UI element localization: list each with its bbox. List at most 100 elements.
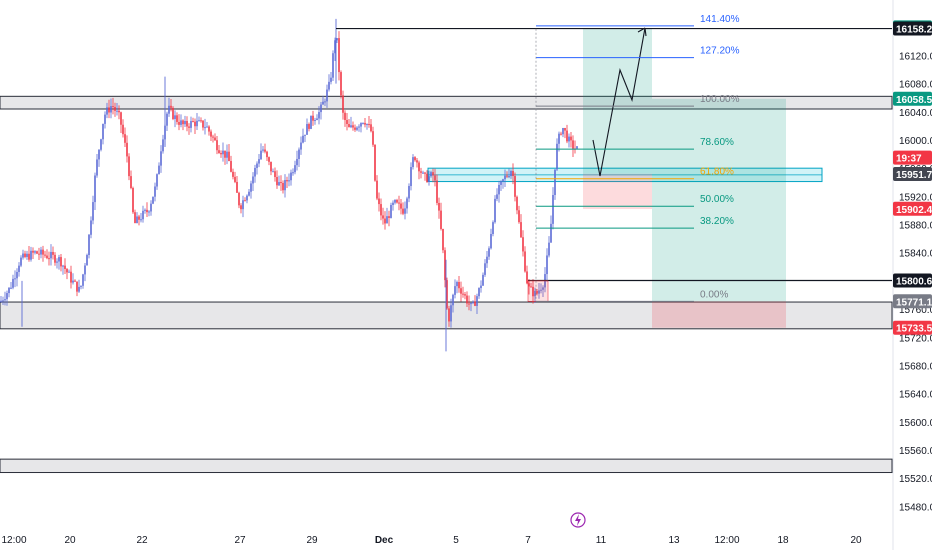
lightning-icon[interactable] (570, 512, 586, 528)
y-tick-label: 15520.0 (899, 474, 932, 485)
loss-box-1[interactable] (583, 173, 652, 210)
candle-body (554, 169, 556, 195)
candle-body (532, 286, 534, 297)
candle-body (244, 200, 246, 202)
candle-body (534, 290, 536, 297)
candle-body (68, 271, 70, 273)
candle-body (478, 288, 480, 297)
candle-body (518, 210, 520, 223)
candle-body (28, 253, 30, 260)
y-tick-label: 15600.0 (899, 418, 932, 429)
candle-body (548, 242, 550, 256)
x-tick-label: 27 (234, 535, 246, 546)
price-tag-text: 16158.2 (896, 25, 932, 36)
candle-body (552, 194, 554, 224)
candle-body (514, 175, 516, 197)
profit-box-1[interactable] (583, 27, 652, 174)
x-tick-label: 13 (668, 535, 680, 546)
candle-body (310, 115, 312, 129)
small-loss-box[interactable] (527, 280, 549, 302)
candle-body (148, 211, 150, 213)
candle-body (262, 149, 264, 151)
candle-body (220, 152, 222, 155)
candle-body (354, 127, 356, 130)
candle-body (530, 286, 532, 288)
candle-body (376, 180, 378, 199)
candle-body (408, 186, 410, 199)
candle-body (454, 286, 456, 295)
candle-body (14, 278, 16, 280)
candle-body (480, 285, 482, 289)
candle-body (236, 181, 238, 193)
candle-body (564, 128, 566, 131)
candle-body (272, 171, 274, 173)
candle-body (522, 237, 524, 252)
candle-body (526, 271, 528, 284)
candle-body (440, 210, 442, 229)
candle-body (442, 228, 444, 251)
candle-body (326, 89, 328, 102)
candle-body (240, 205, 242, 210)
candle-body (134, 212, 136, 224)
candle-body (158, 165, 160, 175)
candle-body (346, 120, 348, 125)
candle-body (348, 124, 350, 128)
candle-body (482, 274, 484, 286)
candle-body (298, 149, 300, 159)
fib-label: 38.20% (700, 216, 734, 227)
price-tag (893, 21, 932, 36)
price-tag-text: 16058.5 (896, 95, 932, 106)
candle-body (546, 255, 548, 275)
projection-arrowhead (637, 27, 647, 37)
candle-body (144, 209, 146, 211)
candle-body (282, 182, 284, 191)
candle-body (166, 113, 168, 126)
x-tick-label: 20 (850, 535, 862, 546)
x-tick-label: 22 (136, 535, 148, 546)
x-tick-label: Dec (375, 535, 394, 546)
candle-body (90, 220, 92, 235)
candle-body (304, 134, 306, 136)
candle-body (192, 121, 194, 123)
candle-body (174, 115, 176, 119)
candle-body (386, 216, 388, 224)
candle-body (486, 256, 488, 264)
price-tag (893, 320, 932, 335)
candle-body (182, 120, 184, 125)
candle-body (462, 293, 464, 295)
candle-body (230, 161, 232, 172)
candle-body (344, 112, 346, 121)
candle-body (66, 269, 68, 273)
loss-box-2[interactable] (652, 301, 786, 328)
candle-body (186, 121, 188, 127)
candle-body (40, 249, 42, 255)
candle-body (414, 157, 416, 161)
candle-body (334, 40, 336, 54)
candle-body (258, 159, 260, 164)
candle-body (340, 72, 342, 96)
candle-body (374, 144, 376, 181)
candle-body (306, 124, 308, 135)
projection-path[interactable] (592, 27, 646, 177)
x-tick-label: 18 (777, 535, 789, 546)
candle-body (168, 105, 170, 114)
candle-body (278, 182, 280, 186)
candle-body (136, 216, 138, 224)
candle-body (446, 280, 448, 309)
fib-label: 127.20% (700, 46, 740, 57)
candle-body (86, 254, 88, 266)
profit-box-2[interactable] (652, 98, 786, 302)
y-tick-label: 15840.0 (899, 249, 932, 260)
candle-body (242, 200, 244, 210)
lower-zone[interactable] (0, 458, 893, 474)
candle-body (208, 126, 210, 132)
y-tick-label: 16040.0 (899, 108, 932, 119)
candle-body (202, 120, 204, 128)
candle-body (368, 124, 370, 126)
candle-body (350, 125, 352, 128)
candle-body (112, 106, 114, 108)
candle-body (84, 265, 86, 275)
candle-body (104, 114, 106, 124)
